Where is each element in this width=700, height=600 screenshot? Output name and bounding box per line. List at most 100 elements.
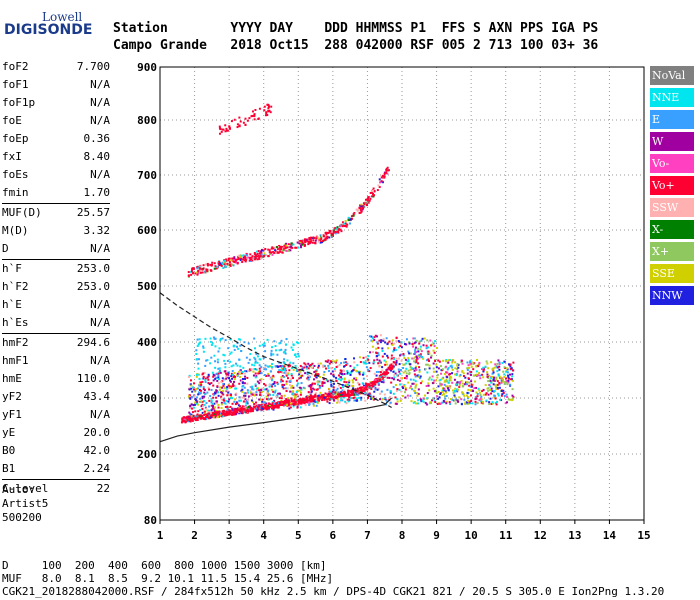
grid-dot — [608, 199, 610, 200]
grid-dot — [263, 163, 265, 164]
echo-point — [489, 385, 492, 388]
echo-point — [258, 382, 261, 385]
echo-point — [305, 365, 308, 368]
grid-dot — [332, 419, 334, 420]
echo-point — [213, 409, 216, 412]
echo-point — [490, 361, 493, 364]
grid-dot — [297, 219, 299, 220]
echo-point — [293, 396, 296, 399]
grid-dot — [470, 271, 472, 272]
grid-dot — [539, 459, 541, 460]
echo-point — [498, 386, 501, 389]
grid-dot — [401, 419, 403, 420]
grid-dot — [608, 283, 610, 284]
echo-point — [358, 383, 361, 386]
grid-dot — [297, 207, 299, 208]
grid-dot — [292, 119, 293, 121]
grid-dot — [348, 174, 349, 176]
echo-point — [454, 387, 457, 390]
grid-dot — [364, 341, 365, 343]
echo-point — [474, 400, 477, 403]
echo-point — [443, 380, 446, 383]
echo-point — [189, 379, 192, 382]
grid-dot — [263, 227, 265, 228]
grid-dot — [228, 95, 230, 96]
grid-dot — [401, 487, 403, 488]
grid-dot — [512, 119, 513, 121]
grid-dot — [560, 397, 561, 399]
grid-dot — [224, 119, 225, 121]
grid-dot — [297, 267, 299, 268]
grid-dot — [620, 397, 621, 399]
echo-point — [415, 355, 418, 358]
grid-dot — [401, 147, 403, 148]
grid-dot — [196, 229, 197, 231]
grid-dot — [252, 453, 253, 455]
echo-point — [292, 386, 295, 389]
grid-dot — [228, 383, 230, 384]
grid-dot — [436, 475, 438, 476]
echo-point — [426, 371, 429, 374]
echo-point — [221, 377, 224, 380]
grid-dot — [608, 411, 610, 412]
grid-dot — [404, 174, 405, 176]
echo-point — [363, 390, 366, 393]
grid-dot — [539, 263, 541, 264]
echo-point — [288, 398, 291, 401]
grid-dot — [194, 127, 196, 128]
echo-point — [311, 366, 314, 369]
grid-dot — [444, 341, 445, 343]
echo-point — [242, 384, 245, 387]
grid-dot — [396, 174, 397, 176]
grid-dot — [376, 453, 377, 455]
echo-point — [200, 383, 203, 386]
echo-point — [226, 386, 229, 389]
grid-dot — [436, 147, 438, 148]
grid-dot — [332, 211, 334, 212]
grid-dot — [228, 351, 230, 352]
echo-point — [347, 400, 350, 403]
echo-point — [211, 406, 214, 409]
echo-point — [377, 383, 380, 386]
grid-dot — [256, 119, 257, 121]
echo-point — [469, 373, 472, 376]
grid-dot — [297, 227, 299, 228]
grid-dot — [428, 229, 429, 231]
grid-dot — [264, 397, 265, 399]
echo-point — [261, 400, 264, 403]
grid-dot — [297, 99, 299, 100]
grid-dot — [263, 199, 265, 200]
grid-dot — [263, 459, 265, 460]
echo-point — [309, 364, 312, 367]
echo-point — [458, 396, 461, 399]
grid-dot — [228, 219, 230, 220]
grid-dot — [452, 397, 453, 399]
echo-point — [253, 394, 256, 397]
echo-point — [493, 390, 496, 393]
grid-dot — [228, 479, 230, 480]
grid-dot — [332, 471, 334, 472]
grid-dot — [297, 483, 299, 484]
grid-dot — [316, 341, 317, 343]
grid-dot — [608, 259, 610, 260]
grid-dot — [470, 119, 472, 120]
echo-point — [476, 395, 479, 398]
grid-dot — [228, 495, 230, 496]
echo-point — [386, 388, 389, 391]
grid-dot — [576, 397, 577, 399]
grid-dot — [592, 285, 593, 287]
echo-point — [411, 388, 414, 391]
grid-dot — [401, 255, 403, 256]
grid-dot — [356, 341, 357, 343]
grid-dot — [297, 191, 299, 192]
grid-dot — [366, 447, 368, 448]
grid-dot — [416, 229, 417, 231]
echo-point — [307, 384, 310, 387]
echo-point — [435, 391, 438, 394]
echo-point — [493, 396, 496, 399]
grid-dot — [470, 323, 472, 324]
echo-point — [334, 369, 337, 372]
grid-dot — [194, 175, 196, 176]
echo-point — [233, 400, 236, 403]
grid-dot — [297, 155, 299, 156]
